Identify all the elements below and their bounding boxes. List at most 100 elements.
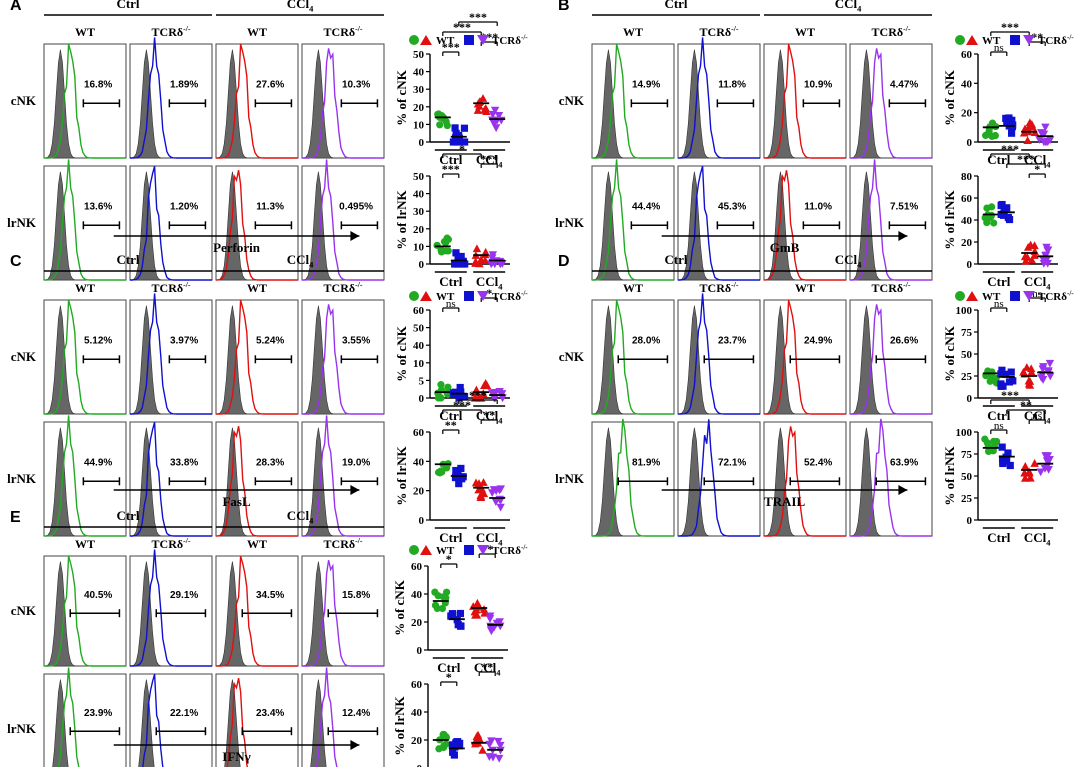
histogram-cNK-0: 16.8% <box>43 43 127 159</box>
y-tick-label: 0 <box>967 137 973 149</box>
sample-histogram <box>130 549 212 667</box>
y-tick-label: 0 <box>419 515 425 527</box>
histogram-cNK-0: 5.12% <box>43 299 127 415</box>
wt-ctrl-point <box>442 594 450 602</box>
ko-ctrl-point <box>454 138 462 146</box>
sample-histogram <box>215 426 298 537</box>
significance-label: * <box>446 552 452 566</box>
gate-percentage: 28.3% <box>256 457 284 468</box>
ko-ccl4-point <box>496 503 505 512</box>
legend-wt-label: WT <box>436 35 455 47</box>
ko-ccl4-point <box>495 387 504 396</box>
ko-ccl4-point <box>1045 359 1055 368</box>
sample-histogram <box>302 560 384 667</box>
gate-percentage: 81.9% <box>632 457 660 468</box>
gate-percentage: 34.5% <box>256 590 284 601</box>
ko-ccl4-point <box>490 106 500 115</box>
histogram-cNK-2: 27.6% <box>215 43 299 159</box>
histogram-lrNK-1: 22.1% <box>129 673 213 767</box>
legend-C: WT <box>409 291 489 303</box>
scatter-cNK: 0 25 50 75 100 % of cNK ns ns Ctrl <box>942 288 1058 423</box>
genotype-header-wt: WT <box>795 281 815 295</box>
y-tick-label: 40 <box>413 340 425 352</box>
wt-ctrl-point <box>437 394 445 402</box>
y-tick-label: 10 <box>413 241 425 253</box>
ko-ctrl-point <box>457 388 465 396</box>
sample-histogram <box>130 37 212 159</box>
ko-ccl4-point <box>1036 468 1045 477</box>
genotype-header-wt: WT <box>623 25 643 39</box>
y-tick-label: 30 <box>413 84 425 96</box>
gate-percentage: 12.4% <box>342 708 370 719</box>
x-group-label-ccl4: CCl4 <box>1024 274 1051 291</box>
x-group-label-ccl4: CCl4 <box>1024 408 1051 425</box>
wt-ccl4-legend-icon <box>420 291 432 301</box>
sample-histogram <box>44 556 126 667</box>
ko-ctrl-point <box>461 138 469 146</box>
histogram-cNK-1: 23.7% <box>677 293 761 415</box>
significance-label: ** <box>445 418 457 432</box>
gate-percentage: 10.3% <box>342 79 370 90</box>
wt-ccl4-legend-icon <box>420 545 432 555</box>
legend-ko-label: TCRδ-/- <box>1038 290 1074 303</box>
marker-label-D: TRAIL <box>764 494 806 509</box>
x-group-label-ctrl: Ctrl <box>987 274 1010 289</box>
marker-label-C: FasL <box>222 494 251 509</box>
ko-ctrl-point <box>447 612 455 620</box>
ko-ccl4-point <box>488 254 497 263</box>
ko-ctrl-point <box>999 459 1007 468</box>
histogram-cNK-0: 40.5% <box>43 555 127 667</box>
ko-ccl4-point <box>491 487 501 496</box>
ko-ctrl-point <box>457 464 465 473</box>
x-group-label-ctrl: Ctrl <box>437 660 460 675</box>
genotype-header-wt: WT <box>247 537 267 551</box>
sample-histogram <box>130 166 212 281</box>
histogram-cNK-2: 10.9% <box>763 43 847 159</box>
wt-ccl4-point <box>1030 251 1039 259</box>
condition-header-ctrl: Ctrl <box>116 0 139 11</box>
ko-ctrl-point <box>997 201 1005 210</box>
ko-ccl4-legend-icon <box>477 291 489 301</box>
gate-percentage: 3.55% <box>342 335 370 346</box>
ko-ctrl-legend-icon <box>1010 35 1020 45</box>
wt-ccl4-point <box>1027 255 1037 264</box>
ko-ctrl-point <box>450 751 458 759</box>
significance-label: ns <box>446 298 456 310</box>
wt-ccl4-point <box>473 598 482 607</box>
histogram-lrNK-0: 44.9% <box>43 415 127 537</box>
y-axis-label: % of lrNK <box>942 190 957 250</box>
x-group-label-ctrl: Ctrl <box>987 152 1010 167</box>
condition-header-ccl4: CCl4 <box>287 252 314 269</box>
ko-ctrl-point <box>1002 114 1010 122</box>
ko-ccl4-point <box>488 389 498 398</box>
wt-ccl4-point <box>1026 364 1036 373</box>
ko-ccl4-point <box>498 260 507 268</box>
wt-ccl4-point <box>1026 240 1035 249</box>
y-tick-label: 25 <box>961 371 973 383</box>
row-label-cNK: cNK <box>11 349 37 364</box>
ko-ctrl-legend-icon <box>464 35 474 45</box>
y-axis-label: % of cNK <box>942 325 957 381</box>
ko-ccl4-point <box>1039 130 1049 139</box>
y-tick-label: 40 <box>413 67 425 79</box>
y-tick-label: 30 <box>413 206 425 218</box>
x-group-label-ctrl: Ctrl <box>439 408 462 423</box>
wt-ccl4-point <box>479 605 489 613</box>
condition-header-ccl4: CCl4 <box>835 0 862 13</box>
legend-wt-label: WT <box>436 291 455 303</box>
wt-ctrl-point <box>443 389 451 397</box>
histogram-lrNK-2: 23.4% <box>215 673 299 767</box>
ko-ctrl-point <box>454 621 462 629</box>
ko-ctrl-point <box>456 609 465 618</box>
histogram-cNK-1: 3.97% <box>129 293 213 415</box>
ko-ctrl-point <box>997 370 1005 378</box>
ko-ccl4-point <box>1039 363 1048 371</box>
row-label-lrNK: lrNK <box>7 721 37 736</box>
y-tick-label: 40 <box>961 78 973 90</box>
wt-ccl4-point <box>472 244 482 253</box>
wt-ccl4-point <box>479 389 488 398</box>
gate-percentage: 16.8% <box>84 79 112 90</box>
y-tick-label: 20 <box>961 237 973 249</box>
ko-ctrl-point <box>452 249 460 257</box>
wt-ctrl-point <box>986 377 994 385</box>
